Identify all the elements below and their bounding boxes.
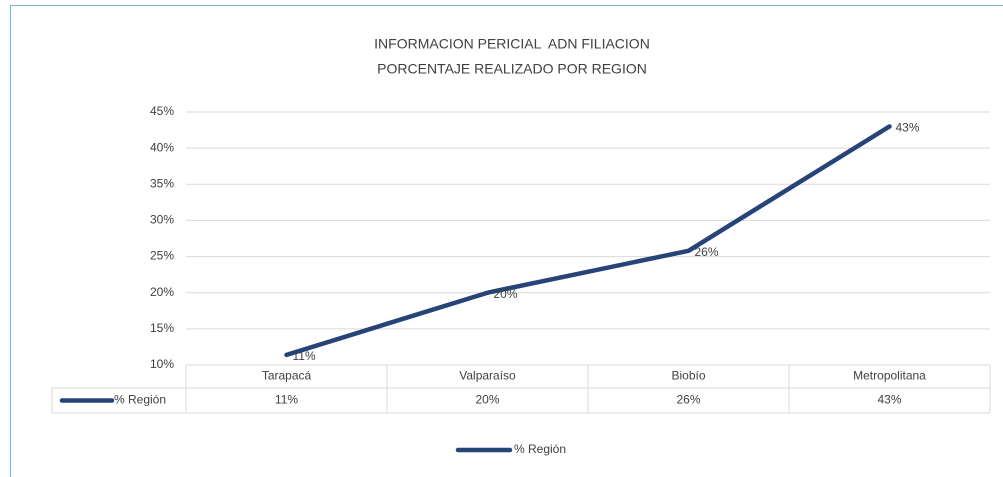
table-series-name: % Región xyxy=(114,393,166,407)
series-line xyxy=(284,124,892,358)
x-tick-label: Biobío xyxy=(671,369,705,383)
legend-label: % Región xyxy=(514,442,566,456)
y-tick-label: 30% xyxy=(150,213,174,227)
y-tick-label: 15% xyxy=(150,321,174,335)
table-value: 20% xyxy=(475,393,499,407)
chart-frame xyxy=(10,5,1003,477)
data-label: 26% xyxy=(695,245,719,259)
x-tick-label: Metropolitana xyxy=(853,369,926,383)
table-value: 26% xyxy=(676,393,700,407)
y-tick-label: 25% xyxy=(150,249,174,263)
y-tick-label: 35% xyxy=(150,176,174,190)
data-label: 43% xyxy=(896,121,920,135)
x-tick-label: Valparaíso xyxy=(459,369,516,383)
data-label: 20% xyxy=(494,287,518,301)
y-tick-label: 10% xyxy=(150,357,174,371)
table-value: 43% xyxy=(877,393,901,407)
table-value: 11% xyxy=(275,393,298,407)
data-label: 11% xyxy=(293,349,316,363)
y-tick-label: 20% xyxy=(150,285,174,299)
y-tick-label: 45% xyxy=(150,104,174,118)
x-tick-label: Tarapacá xyxy=(262,369,312,383)
y-tick-label: 40% xyxy=(150,140,174,154)
chart-title: INFORMACION PERICIAL ADN FILIACION xyxy=(374,36,650,52)
chart-subtitle: PORCENTAJE REALIZADO POR REGION xyxy=(377,61,647,77)
